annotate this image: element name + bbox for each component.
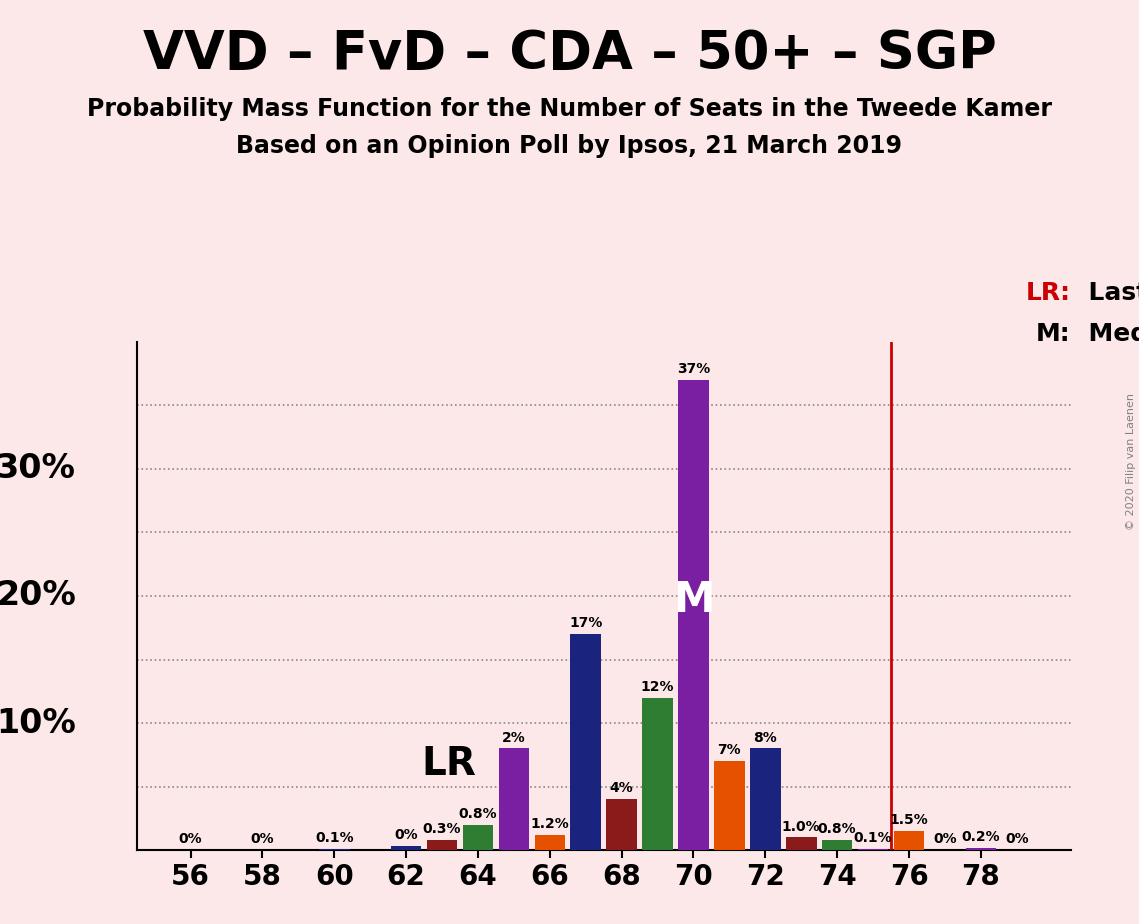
Text: VVD – FvD – CDA – 50+ – SGP: VVD – FvD – CDA – 50+ – SGP	[142, 28, 997, 79]
Text: 17%: 17%	[570, 616, 603, 630]
Text: 0.1%: 0.1%	[854, 831, 892, 845]
Text: M: M	[673, 579, 714, 621]
Text: 0%: 0%	[251, 833, 274, 846]
Text: 20%: 20%	[0, 579, 76, 613]
Text: Based on an Opinion Poll by Ipsos, 21 March 2019: Based on an Opinion Poll by Ipsos, 21 Ma…	[237, 134, 902, 158]
Text: Last Result: Last Result	[1071, 281, 1139, 305]
Bar	[462, 824, 493, 850]
Bar	[751, 748, 780, 850]
Text: 0.8%: 0.8%	[818, 822, 857, 836]
Text: 1.5%: 1.5%	[890, 813, 928, 827]
Text: 10%: 10%	[0, 707, 76, 739]
Text: 0.2%: 0.2%	[961, 830, 1000, 844]
Bar	[319, 849, 350, 850]
Text: 0.8%: 0.8%	[459, 807, 498, 821]
Text: 2%: 2%	[502, 731, 526, 745]
Bar	[534, 835, 565, 850]
Bar	[678, 380, 708, 850]
Bar	[391, 846, 421, 850]
Bar	[786, 837, 817, 850]
Bar	[966, 847, 997, 850]
Bar	[822, 840, 852, 850]
Bar	[427, 840, 457, 850]
Text: © 2020 Filip van Laenen: © 2020 Filip van Laenen	[1126, 394, 1136, 530]
Text: 1.0%: 1.0%	[782, 820, 820, 833]
Text: 12%: 12%	[641, 680, 674, 694]
Text: 0.1%: 0.1%	[316, 831, 353, 845]
Bar	[499, 748, 530, 850]
Text: 30%: 30%	[0, 453, 76, 485]
Text: Probability Mass Function for the Number of Seats in the Tweede Kamer: Probability Mass Function for the Number…	[87, 97, 1052, 121]
Bar	[858, 849, 888, 850]
Text: 0%: 0%	[394, 829, 418, 843]
Bar	[642, 698, 673, 850]
Text: 4%: 4%	[609, 782, 633, 796]
Text: Median: Median	[1071, 322, 1139, 346]
Text: 0%: 0%	[1005, 833, 1029, 846]
Bar	[571, 634, 601, 850]
Text: 37%: 37%	[677, 362, 710, 376]
Text: M:: M:	[1036, 322, 1071, 346]
Bar	[894, 831, 924, 850]
Text: LR: LR	[421, 745, 476, 783]
Text: 0.3%: 0.3%	[423, 822, 461, 836]
Text: 0%: 0%	[933, 833, 957, 846]
Text: 0%: 0%	[179, 833, 203, 846]
Text: 7%: 7%	[718, 743, 741, 758]
Text: LR:: LR:	[1025, 281, 1071, 305]
Bar	[714, 761, 745, 850]
Bar	[606, 799, 637, 850]
Text: 8%: 8%	[753, 731, 777, 745]
Text: 1.2%: 1.2%	[531, 817, 570, 831]
